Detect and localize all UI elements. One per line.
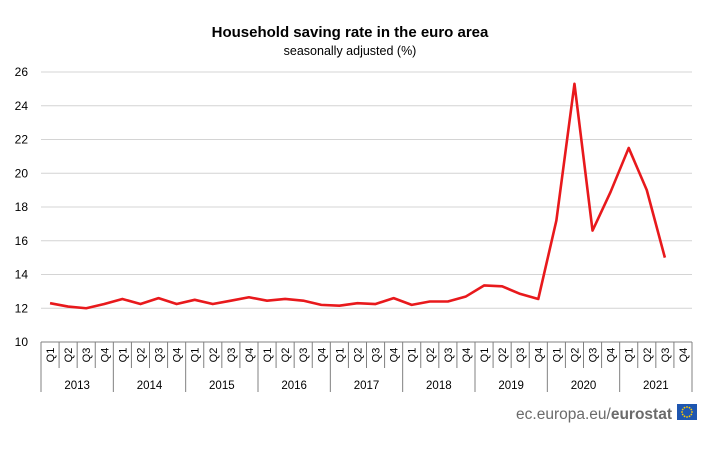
x-tick-label-quarter: Q2	[569, 348, 581, 363]
x-tick-label-year: 2015	[209, 380, 235, 392]
source-credit: ec.europa.eu/eurostat	[516, 404, 697, 423]
x-tick-label-quarter: Q1	[262, 348, 274, 363]
x-tick-label-quarter: Q3	[298, 348, 310, 363]
x-tick-label-quarter: Q2	[497, 348, 509, 363]
y-tick-label: 20	[15, 166, 29, 180]
x-tick-label-quarter: Q2	[208, 348, 220, 363]
x-tick-label-year: 2021	[643, 380, 669, 392]
x-tick-label-quarter: Q1	[117, 348, 129, 363]
chart-subtitle: seasonally adjusted (%)	[284, 44, 417, 58]
x-tick-label-quarter: Q4	[606, 348, 618, 363]
x-axis: Q1 Q2 Q3 Q4 2013 Q1 Q2 Q3 Q4 2014 Q1 Q2 Q3 Q4 2015 Q1 Q2…	[40, 341, 693, 392]
x-tick-label-year: 2020	[571, 380, 597, 392]
x-tick-label-quarter: Q1	[551, 348, 563, 363]
series	[49, 82, 667, 310]
x-tick-label-quarter: Q1	[190, 348, 202, 363]
x-tick-label-quarter: Q4	[99, 348, 111, 363]
x-tick-label-quarter: Q4	[316, 348, 328, 363]
y-tick-label: 14	[15, 268, 29, 282]
x-tick-label-quarter: Q4	[461, 348, 473, 363]
x-tick-label-year: 2016	[281, 380, 307, 392]
x-tick-label-year: 2017	[354, 380, 380, 392]
x-tick-label-quarter: Q2	[63, 348, 75, 363]
y-tick-label: 18	[15, 200, 29, 214]
x-tick-label-quarter: Q2	[425, 348, 437, 363]
x-tick-label-quarter: Q3	[515, 348, 527, 363]
y-tick-label: 26	[15, 65, 29, 79]
x-tick-label-quarter: Q2	[135, 348, 147, 363]
x-tick-label-quarter: Q3	[660, 348, 672, 363]
x-tick-label-year: 2019	[498, 380, 524, 392]
x-tick-label-quarter: Q4	[678, 348, 690, 363]
source-text: ec.europa.eu/eurostat	[516, 406, 672, 423]
x-tick-label-quarter: Q4	[244, 348, 256, 363]
x-tick-label-quarter: Q2	[280, 348, 292, 363]
grid	[41, 71, 692, 309]
x-tick-label-quarter: Q3	[588, 348, 600, 363]
x-tick-label-quarter: Q4	[533, 348, 545, 363]
x-tick-label-quarter: Q3	[154, 348, 166, 363]
chart-title: Household saving rate in the euro area	[212, 24, 489, 41]
x-tick-label-quarter: Q1	[407, 348, 419, 363]
y-tick-label: 24	[15, 99, 29, 113]
x-tick-label-quarter: Q4	[389, 348, 401, 363]
x-tick-label-quarter: Q1	[624, 348, 636, 363]
x-tick-label-quarter: Q3	[371, 348, 383, 363]
eu-flag-icon	[677, 404, 697, 420]
y-axis: 10 12 14 16 18 20 22 24 26	[15, 65, 29, 349]
x-tick-label-quarter: Q1	[45, 348, 57, 363]
y-tick-label: 22	[15, 133, 29, 147]
source-url: ec.europa.eu/	[516, 406, 611, 423]
x-tick-label-year: 2014	[137, 380, 163, 392]
x-tick-label-quarter: Q3	[443, 348, 455, 363]
x-tick-label-quarter: Q1	[479, 348, 491, 363]
x-tick-label-quarter: Q4	[172, 348, 184, 363]
x-tick-label-quarter: Q2	[642, 348, 654, 363]
x-tick-label-year: 2018	[426, 380, 452, 392]
y-tick-label: 16	[15, 234, 29, 248]
y-tick-label: 10	[15, 335, 29, 349]
y-tick-label: 12	[15, 301, 29, 315]
x-tick-label-quarter: Q2	[352, 348, 364, 363]
source-name: eurostat	[611, 406, 672, 423]
x-tick-label-quarter: Q3	[226, 348, 238, 363]
x-tick-label-quarter: Q1	[334, 348, 346, 363]
x-tick-label-year: 2013	[64, 380, 90, 392]
x-tick-label-quarter: Q3	[81, 348, 93, 363]
